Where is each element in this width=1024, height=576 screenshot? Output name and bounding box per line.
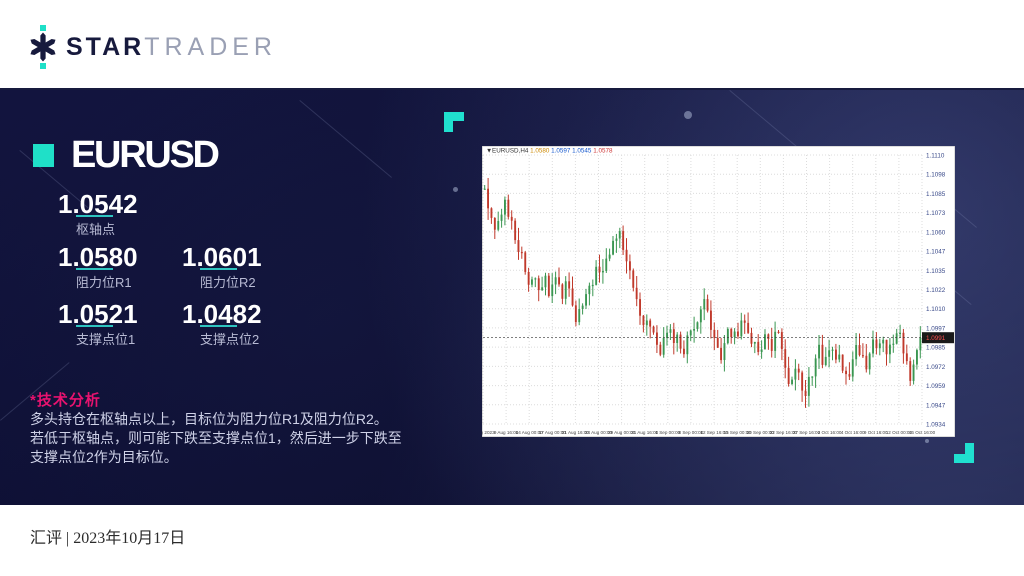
- svg-text:1.0934: 1.0934: [926, 422, 946, 429]
- svg-text:EURUSD,H4 1.0580 1.0597 1.0545: EURUSD,H4 1.0580 1.0597 1.0545 1.0578: [492, 148, 613, 155]
- svg-text:1.0985: 1.0985: [926, 345, 946, 352]
- svg-text:9 Oct 16:00: 9 Oct 16:00: [864, 430, 888, 435]
- svg-text:1.1098: 1.1098: [926, 172, 946, 179]
- svg-text:1.1035: 1.1035: [926, 268, 946, 275]
- svg-text:16 Oct 16:00: 16 Oct 16:00: [909, 430, 936, 435]
- svg-text:1.1022: 1.1022: [926, 287, 946, 294]
- svg-text:1.0991: 1.0991: [926, 335, 946, 342]
- svg-text:1.1085: 1.1085: [926, 191, 946, 198]
- svg-text:4 Oct 16:00: 4 Oct 16:00: [841, 430, 865, 435]
- svg-text:1.1060: 1.1060: [926, 229, 946, 236]
- svg-text:1.1110: 1.1110: [926, 153, 945, 160]
- svg-text:1.0959: 1.0959: [926, 383, 946, 390]
- svg-text:2 Oct 16:00: 2 Oct 16:00: [818, 430, 842, 435]
- svg-text:1.0997: 1.0997: [926, 325, 946, 332]
- svg-text:1.0972: 1.0972: [926, 364, 946, 371]
- svg-text:1.0947: 1.0947: [926, 402, 946, 409]
- svg-text:1.1073: 1.1073: [926, 210, 946, 217]
- svg-text:1.1010: 1.1010: [926, 306, 946, 313]
- svg-text:27 Sep 16:00: 27 Sep 16:00: [793, 430, 821, 435]
- svg-text:1.1047: 1.1047: [926, 249, 946, 256]
- svg-text:1 Sep 00:00: 1 Sep 00:00: [655, 430, 680, 435]
